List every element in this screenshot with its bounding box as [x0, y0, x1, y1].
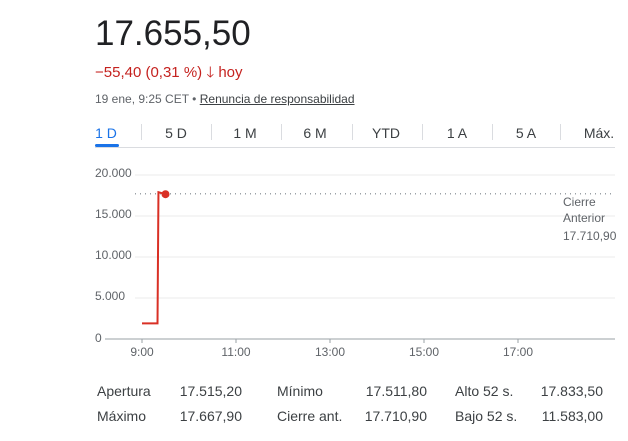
stat-label: Apertura	[97, 383, 151, 399]
period: hoy	[218, 64, 243, 81]
tab-separator	[281, 124, 282, 140]
range-tab[interactable]: 5 A	[515, 125, 537, 141]
range-tab[interactable]: 5 D	[165, 125, 187, 141]
stat-label: Mínimo	[277, 383, 323, 399]
stat-value: 17.515,20	[179, 383, 242, 399]
range-tab[interactable]: 1 M	[233, 125, 257, 141]
tab-separator	[492, 124, 493, 140]
x-tick-label: 11:00	[221, 345, 250, 359]
current-point	[161, 190, 170, 199]
price-line	[142, 190, 166, 325]
change: −55,40 (0,31 %) 🡓 hoy	[95, 62, 243, 87]
reference-value: 17.710,90	[563, 229, 617, 243]
stat-label: Máximo	[97, 408, 147, 424]
disclaimer-link[interactable]: Renuncia de responsabilidad	[199, 92, 355, 106]
tab-separator	[422, 124, 423, 140]
x-tick-label: 17:00	[503, 345, 533, 359]
stat-value: 17.710,90	[364, 408, 427, 424]
timestamp: 19 ene, 9:25 CET •	[95, 92, 197, 106]
stat-value: 17.833,50	[540, 383, 603, 399]
tab-divider	[95, 147, 615, 148]
y-tick-label: 10.000	[95, 248, 132, 262]
price: 17.655,50	[95, 14, 251, 53]
x-tick-label: 15:00	[409, 345, 439, 359]
y-tick-label: 5.000	[95, 289, 125, 303]
stat-label: Cierre ant.	[277, 408, 343, 424]
stat-value: 17.667,90	[179, 408, 242, 424]
tab-underline	[95, 144, 119, 147]
stat-value: 17.511,80	[365, 383, 427, 399]
y-tick-label: 0	[95, 331, 102, 345]
y-tick-label: 20.000	[95, 166, 132, 180]
range-tab[interactable]: Máx.	[583, 125, 615, 141]
x-tick-label: 13:00	[315, 345, 345, 359]
tab-separator	[211, 124, 212, 140]
range-tab[interactable]: YTD	[372, 125, 400, 141]
range-tab[interactable]: 1 D	[95, 125, 117, 141]
range-tab[interactable]: 1 A	[446, 125, 468, 141]
change-value: −55,40 (0,31 %)	[95, 64, 203, 81]
down-arrow: 🡓	[206, 64, 215, 81]
timestamp-line: 19 ene, 9:25 CET • Renuncia de responsab…	[95, 92, 355, 106]
tab-separator	[560, 124, 561, 140]
y-tick-label: 15.000	[95, 207, 132, 221]
x-tick-label: 9:00	[130, 345, 154, 359]
stat-value: 11.583,00	[541, 408, 603, 424]
tab-separator	[352, 124, 353, 140]
reference-name: Cierre Anterior	[563, 195, 606, 225]
stat-label: Bajo 52 s.	[455, 408, 518, 424]
stat-label: Alto 52 s.	[455, 383, 514, 399]
range-tab[interactable]: 6 M	[303, 125, 327, 141]
tab-separator	[141, 124, 142, 140]
